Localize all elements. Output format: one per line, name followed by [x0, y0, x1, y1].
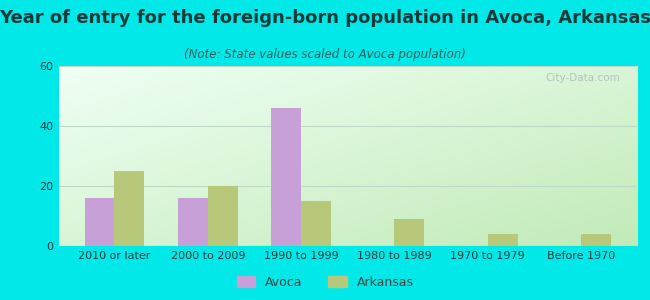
Bar — [178, 198, 208, 246]
Text: Year of entry for the foreign-born population in Avoca, Arkansas: Year of entry for the foreign-born popul… — [0, 9, 650, 27]
Bar — [208, 186, 238, 246]
Bar — [395, 219, 424, 246]
Bar — [488, 234, 517, 246]
Text: (Note: State values scaled to Avoca population): (Note: State values scaled to Avoca popu… — [184, 48, 466, 61]
Bar — [271, 108, 301, 246]
Bar — [581, 234, 611, 246]
Text: City-Data.com: City-Data.com — [545, 73, 619, 83]
Bar — [84, 198, 114, 246]
Bar — [114, 171, 144, 246]
Bar — [301, 201, 331, 246]
Legend: Avoca, Arkansas: Avoca, Arkansas — [231, 271, 419, 294]
